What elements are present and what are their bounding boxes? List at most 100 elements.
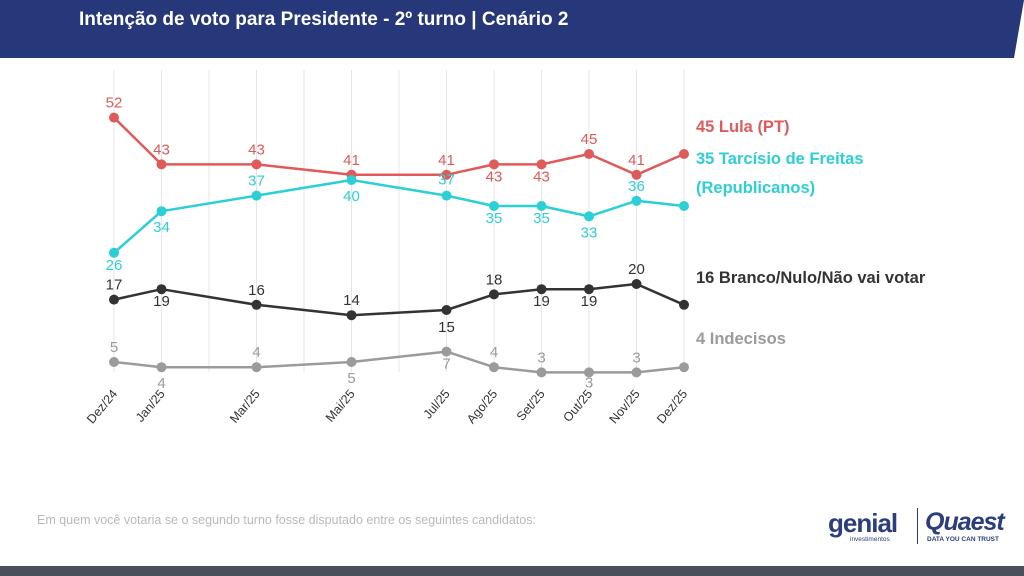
series-end-label: 4 Indecisos <box>696 330 786 348</box>
data-label: 41 <box>343 152 360 169</box>
data-label: 3 <box>585 374 593 391</box>
data-label: 41 <box>628 152 645 169</box>
page-title: Intenção de voto para Presidente - 2º tu… <box>79 9 569 30</box>
data-label: 5 <box>110 339 118 356</box>
series-end-label: 45 Lula (PT) <box>696 118 790 136</box>
data-label: 40 <box>343 188 360 205</box>
brand-logos: genial investimentos Quaest DATA YOU CAN… <box>828 506 1008 546</box>
data-label: 41 <box>438 152 455 169</box>
data-label: 4 <box>252 344 260 361</box>
data-label: 33 <box>581 224 598 241</box>
data-point <box>251 362 262 373</box>
x-tick-label: Mar/25 <box>227 387 263 426</box>
data-point <box>441 169 452 180</box>
data-point <box>346 310 357 321</box>
quaest-logo-subtitle: DATA YOU CAN TRUST <box>927 536 999 543</box>
data-label: 4 <box>490 344 498 361</box>
quaest-logo: Quaest <box>925 508 1005 536</box>
data-point <box>109 294 119 305</box>
data-point <box>441 190 452 201</box>
chart-x-axis-ticks: Dez/24 Jan/25 Mar/25 Mai/25 Jul/25 Ago/25 Set/… <box>84 387 690 426</box>
data-point <box>631 169 642 180</box>
data-point <box>679 149 689 159</box>
data-label: 3 <box>632 349 640 366</box>
data-point <box>584 149 594 159</box>
x-tick-label: Set/25 <box>514 387 548 424</box>
x-tick-label: Dez/25 <box>654 387 690 426</box>
data-point <box>536 201 547 211</box>
data-point <box>584 211 594 222</box>
data-label: 34 <box>153 219 170 236</box>
data-label: 43 <box>533 168 550 185</box>
x-tick-label: Mai/25 <box>323 387 358 425</box>
data-point <box>156 159 167 170</box>
x-tick-label: Ago/25 <box>464 387 500 426</box>
data-point <box>679 362 689 373</box>
data-point <box>156 362 167 373</box>
data-point <box>251 159 262 170</box>
data-label: 26 <box>106 257 123 274</box>
data-label: 15 <box>438 319 455 336</box>
data-point <box>536 284 547 295</box>
data-point <box>489 159 499 170</box>
data-label: 35 <box>533 210 550 227</box>
series-end-label: 35 Tarcísio de Freitas <box>696 150 864 168</box>
data-point <box>109 357 119 367</box>
data-label: 43 <box>248 141 265 158</box>
data-point <box>584 367 594 378</box>
data-label: 19 <box>581 293 598 310</box>
x-tick-label: Jan/25 <box>133 387 168 425</box>
data-label: 37 <box>438 172 455 189</box>
data-point <box>631 279 642 289</box>
series-end-label: (Republicanos) <box>696 179 815 197</box>
data-point <box>109 112 119 123</box>
data-label: 14 <box>343 292 360 309</box>
data-point <box>346 357 357 367</box>
series-line <box>113 178 685 254</box>
data-point <box>489 201 499 211</box>
data-label: 17 <box>106 277 123 294</box>
x-tick-label: Nov/25 <box>607 387 643 426</box>
data-point <box>631 367 642 378</box>
header-background <box>0 0 1024 58</box>
data-label: 36 <box>628 178 645 195</box>
data-point <box>156 284 167 295</box>
data-point <box>346 175 357 185</box>
series-line <box>113 350 685 374</box>
data-point <box>631 195 642 206</box>
data-label: 18 <box>486 271 503 288</box>
series-line <box>113 116 685 177</box>
genial-logo: genial <box>828 508 898 538</box>
data-label: 16 <box>248 282 265 299</box>
data-point <box>536 367 547 378</box>
x-tick-label: Out/25 <box>560 387 595 425</box>
header-banner: Intenção de voto para Presidente - 2º tu… <box>0 0 1024 58</box>
data-label: 43 <box>153 141 170 158</box>
data-label: 43 <box>486 168 503 185</box>
data-label: 45 <box>581 131 598 148</box>
data-label: 3 <box>537 349 545 366</box>
series-end-label: 16 Branco/Nulo/Não vai votar <box>696 269 926 287</box>
bottom-bar <box>0 566 1024 576</box>
footnote: Em quem você votaria se o segundo turno … <box>37 513 536 527</box>
x-tick-label: Dez/24 <box>84 387 120 426</box>
data-label: 5 <box>347 370 355 387</box>
data-point <box>679 299 689 310</box>
data-point <box>489 362 499 373</box>
data-label: 19 <box>153 293 170 310</box>
chart-points <box>109 112 689 378</box>
data-label: 20 <box>628 261 645 278</box>
data-label: 19 <box>533 293 550 310</box>
data-label: 52 <box>106 95 123 112</box>
data-point <box>109 247 119 258</box>
data-point <box>441 346 452 357</box>
data-point <box>251 190 262 201</box>
data-point <box>584 284 594 295</box>
x-tick-label: Jul/25 <box>421 387 453 422</box>
genial-logo-subtitle: investimentos <box>850 536 890 543</box>
data-point <box>441 305 452 315</box>
logo-divider <box>917 508 918 544</box>
data-label: 7 <box>442 356 450 373</box>
